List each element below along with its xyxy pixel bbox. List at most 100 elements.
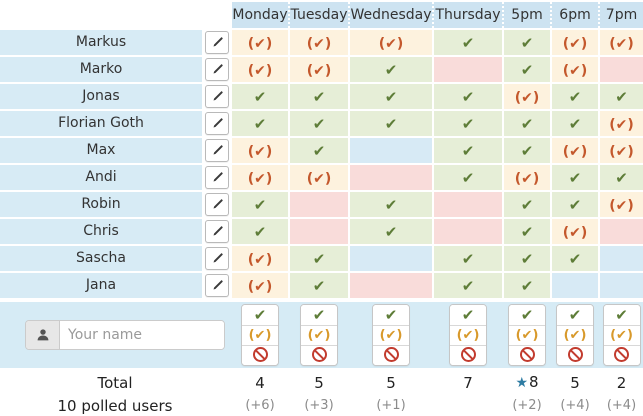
edit-cell — [204, 57, 230, 82]
vote-cell-yes: ✔ — [504, 273, 550, 298]
paren-check-icon: (✔) — [514, 90, 540, 106]
vote-no-button[interactable] — [373, 345, 409, 365]
total-maybe-count: (+2) — [512, 398, 542, 413]
vote-cell-maybe: (✔) — [600, 192, 643, 217]
vote-cell-maybe: (✔) — [232, 246, 288, 271]
paren-check-icon: (✔) — [247, 252, 273, 268]
user-name: Max — [0, 138, 202, 163]
vote-cell-yes: ✔ — [350, 219, 432, 244]
user-icon — [26, 321, 60, 349]
star-icon: ★ — [515, 375, 528, 391]
day-header-wednesday: Wednesday — [348, 2, 432, 28]
edit-user-button[interactable] — [205, 220, 229, 243]
pencil-icon — [213, 280, 223, 290]
vote-cell-yes: ✔ — [504, 246, 550, 271]
check-icon: ✔ — [615, 169, 628, 187]
check-icon: ✔ — [520, 142, 534, 160]
total-maybe-count: (+4) — [606, 398, 637, 413]
total-count: 7 — [463, 373, 473, 392]
check-icon: ✔ — [520, 223, 534, 241]
paren-check-icon: (✔) — [247, 144, 273, 160]
vote-no-button[interactable] — [557, 345, 593, 365]
vote-no-button[interactable] — [450, 345, 486, 365]
vote-selector: ✔ (✔) — [552, 304, 598, 366]
vote-cell-yes: ✔ — [552, 192, 598, 217]
vote-maybe-button[interactable]: (✔) — [301, 325, 337, 345]
edit-user-button[interactable] — [205, 166, 229, 189]
vote-maybe-button[interactable]: (✔) — [509, 325, 545, 345]
edit-user-button[interactable] — [205, 193, 229, 216]
total-count: 5 — [314, 373, 324, 392]
vote-maybe-button[interactable]: (✔) — [373, 325, 409, 345]
total-count: 5 — [386, 373, 396, 392]
edit-user-button[interactable] — [205, 139, 229, 162]
vote-cell-maybe: (✔) — [504, 84, 550, 109]
vote-cell-yes: ✔ — [290, 111, 348, 136]
vote-yes-button[interactable]: ✔ — [603, 305, 640, 325]
no-entry-icon — [519, 346, 535, 362]
paren-check-icon: (✔) — [562, 225, 588, 241]
vote-cell-yes: ✔ — [600, 165, 643, 190]
votes-grid: Markus (✔) (✔) (✔) ✔ ✔ (✔) (✔) Marko (✔) (✔) ✔ ✔ (✔) J… — [0, 30, 643, 298]
vote-cell-maybe: (✔) — [552, 219, 598, 244]
vote-cell-yes: ✔ — [350, 192, 432, 217]
edit-user-button[interactable] — [205, 31, 229, 54]
vote-cell-no — [434, 219, 502, 244]
vote-yes-button[interactable]: ✔ — [301, 305, 337, 325]
check-icon: ✔ — [384, 61, 398, 79]
vote-cell-yes: ✔ — [290, 273, 348, 298]
vote-cell-no — [290, 219, 348, 244]
vote-cell-maybe: (✔) — [290, 57, 348, 82]
vote-maybe-button[interactable]: (✔) — [557, 325, 593, 345]
vote-cell-maybe: (✔) — [232, 30, 288, 55]
vote-yes-button[interactable]: ✔ — [450, 305, 486, 325]
vote-maybe-button[interactable]: (✔) — [603, 325, 640, 345]
vote-selector: ✔ (✔) — [504, 304, 550, 366]
edit-user-button[interactable] — [205, 274, 229, 297]
edit-user-button[interactable] — [205, 58, 229, 81]
paren-check-icon: (✔) — [609, 117, 634, 133]
vote-yes-button[interactable]: ✔ — [373, 305, 409, 325]
vote-cell-maybe: (✔) — [350, 30, 432, 55]
vote-selector-box: ✔ (✔) — [372, 304, 410, 366]
vote-cell-no — [434, 192, 502, 217]
paren-check-icon: (✔) — [247, 36, 273, 52]
vote-cell-yes: ✔ — [504, 30, 550, 55]
vote-maybe-button[interactable]: (✔) — [242, 325, 278, 345]
paren-check-icon: (✔) — [609, 144, 634, 160]
vote-selector-box: ✔ (✔) — [241, 304, 279, 366]
vote-selector: ✔ (✔) — [434, 304, 502, 366]
vote-no-button[interactable] — [603, 345, 640, 365]
total-count: 4 — [255, 373, 265, 392]
user-name: Jonas — [0, 84, 202, 109]
edit-cell — [204, 30, 230, 55]
vote-cell-maybe: (✔) — [290, 165, 348, 190]
edit-user-button[interactable] — [205, 112, 229, 135]
vote-cell-no — [350, 273, 432, 298]
vote-yes-button[interactable]: ✔ — [242, 305, 278, 325]
no-entry-icon — [383, 346, 399, 362]
vote-no-button[interactable] — [242, 345, 278, 365]
check-icon: ✔ — [253, 196, 267, 214]
vote-selector-box: ✔ (✔) — [602, 304, 641, 366]
vote-cell-yes: ✔ — [434, 246, 502, 271]
total-count: 2 — [616, 373, 627, 392]
vote-no-button[interactable] — [301, 345, 337, 365]
vote-yes-button[interactable]: ✔ — [509, 305, 545, 325]
vote-no-button[interactable] — [509, 345, 545, 365]
polled-users-label: 10 polled users — [57, 397, 173, 415]
total-maybe-count: (+1) — [376, 398, 406, 413]
vote-maybe-button[interactable]: (✔) — [450, 325, 486, 345]
pencil-icon — [213, 37, 223, 47]
name-input[interactable] — [60, 321, 224, 349]
paren-check-icon: (✔) — [562, 63, 588, 79]
edit-user-button[interactable] — [205, 85, 229, 108]
check-icon: ✔ — [520, 61, 534, 79]
vote-yes-button[interactable]: ✔ — [557, 305, 593, 325]
vote-selector-box: ✔ (✔) — [300, 304, 338, 366]
check-icon: ✔ — [253, 88, 267, 106]
vote-cell-yes: ✔ — [290, 138, 348, 163]
vote-cell-yes: ✔ — [504, 57, 550, 82]
edit-user-button[interactable] — [205, 247, 229, 270]
vote-cell-maybe: (✔) — [232, 273, 288, 298]
